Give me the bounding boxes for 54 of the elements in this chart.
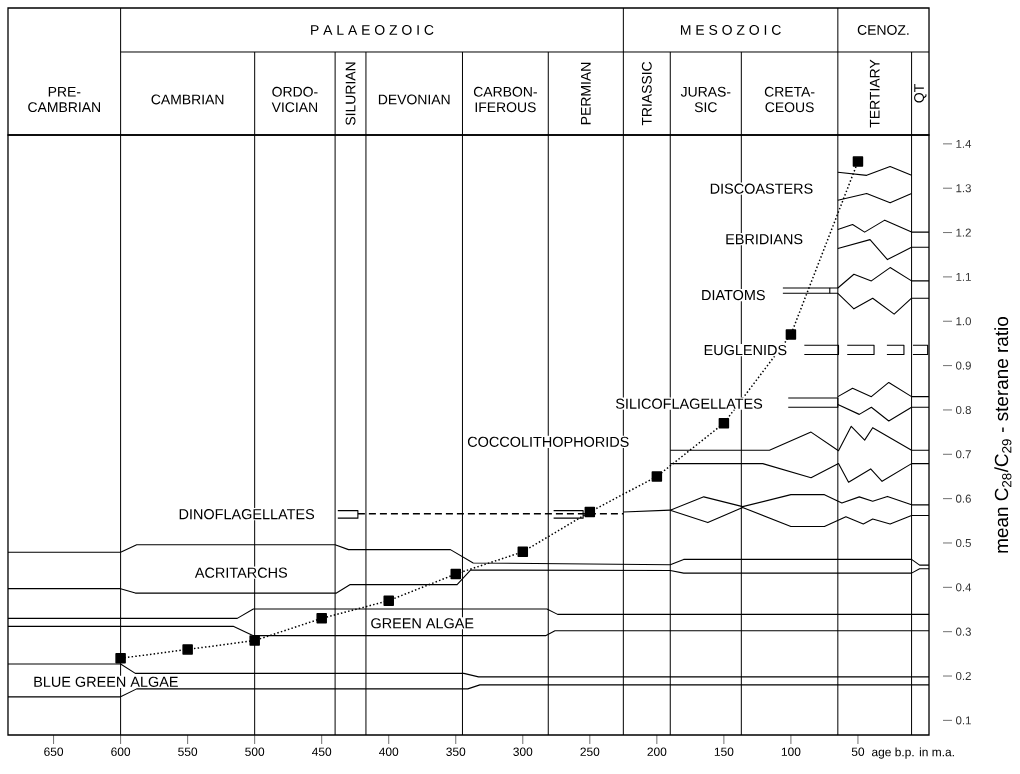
- y-tick-label: 0.7: [955, 450, 971, 459]
- annotation: GREEN ALGAE: [371, 618, 474, 629]
- x-tick-label: 300: [513, 747, 533, 756]
- x-tick-label: 350: [446, 747, 466, 756]
- y-tick-label: 0.8: [955, 405, 971, 414]
- annotation: DIATOMS: [702, 289, 765, 301]
- annotation: COCCOLITHOPHORIDS: [467, 436, 629, 447]
- x-tick-label: 500: [245, 747, 265, 756]
- text: ORDO-VICIAN: [271, 86, 318, 113]
- text: TERTIARY: [869, 59, 880, 128]
- x-tick-label: 50: [851, 747, 865, 756]
- x-tick-label: 600: [111, 747, 131, 756]
- text: CENOZ.: [857, 25, 909, 35]
- x-tick-label: 400: [379, 747, 399, 756]
- text: DEVONIAN: [378, 94, 450, 105]
- x-tick-label: 100: [781, 747, 801, 756]
- y-tick-label: 0.2: [955, 671, 971, 681]
- y-tick-label: 0.6: [955, 494, 971, 503]
- text: QT: [914, 84, 927, 103]
- text: TRIASSIC: [641, 61, 652, 126]
- text: CARBON-IFEROUS: [473, 86, 537, 113]
- annotation: EBRIDIANS: [726, 234, 803, 245]
- y-axis-title: mean C$_{28}$/C$_{29}$ - sterane ratio: [994, 316, 1012, 553]
- y-tick-label: 0.3: [955, 627, 971, 636]
- x-tick-label: 450: [312, 747, 332, 756]
- text: PERMIAN: [581, 62, 591, 125]
- annotation: DINOFLAGELLATES: [179, 509, 315, 520]
- y-tick-label: 1.3: [956, 184, 971, 193]
- text: JURAS-SIC: [680, 86, 731, 113]
- text: SILURIAN: [345, 62, 356, 126]
- y-tick-label: 1.4: [956, 139, 972, 148]
- y-tick-label: 1.1: [956, 272, 971, 281]
- annotation: BLUE GREEN ALGAE: [34, 676, 178, 687]
- text: CRETA-CEOUS: [764, 86, 815, 113]
- x-tick-label: 200: [647, 747, 667, 756]
- annotation: ACRITARCHS: [194, 567, 288, 578]
- x-axis-title: age b.p. in m.a.: [871, 747, 954, 759]
- annotation: DISCOASTERS: [710, 183, 813, 194]
- text: CAMBRIAN: [151, 94, 224, 105]
- x-tick-label: 650: [44, 747, 64, 756]
- text: PRE-CAMBRIAN: [28, 86, 100, 113]
- y-tick-label: 0.1: [955, 716, 971, 725]
- text: P A L A E O Z O I C: [311, 25, 434, 35]
- x-tick-label: 150: [714, 747, 734, 756]
- y-tick-label: 0.4: [955, 583, 972, 592]
- y-tick-label: 1.2: [956, 228, 971, 237]
- x-tick-label: 250: [580, 747, 600, 756]
- y-tick-label: 0.9: [955, 361, 971, 370]
- annotation: SILICOFLAGELLATES: [615, 398, 763, 409]
- x-tick-label: 550: [178, 747, 198, 756]
- y-tick-label: 0.5: [955, 538, 971, 548]
- annotation: EUGLENIDS: [704, 344, 787, 356]
- y-tick-label: 1.0: [956, 317, 971, 326]
- text: M E S O Z O I C: [680, 25, 781, 35]
